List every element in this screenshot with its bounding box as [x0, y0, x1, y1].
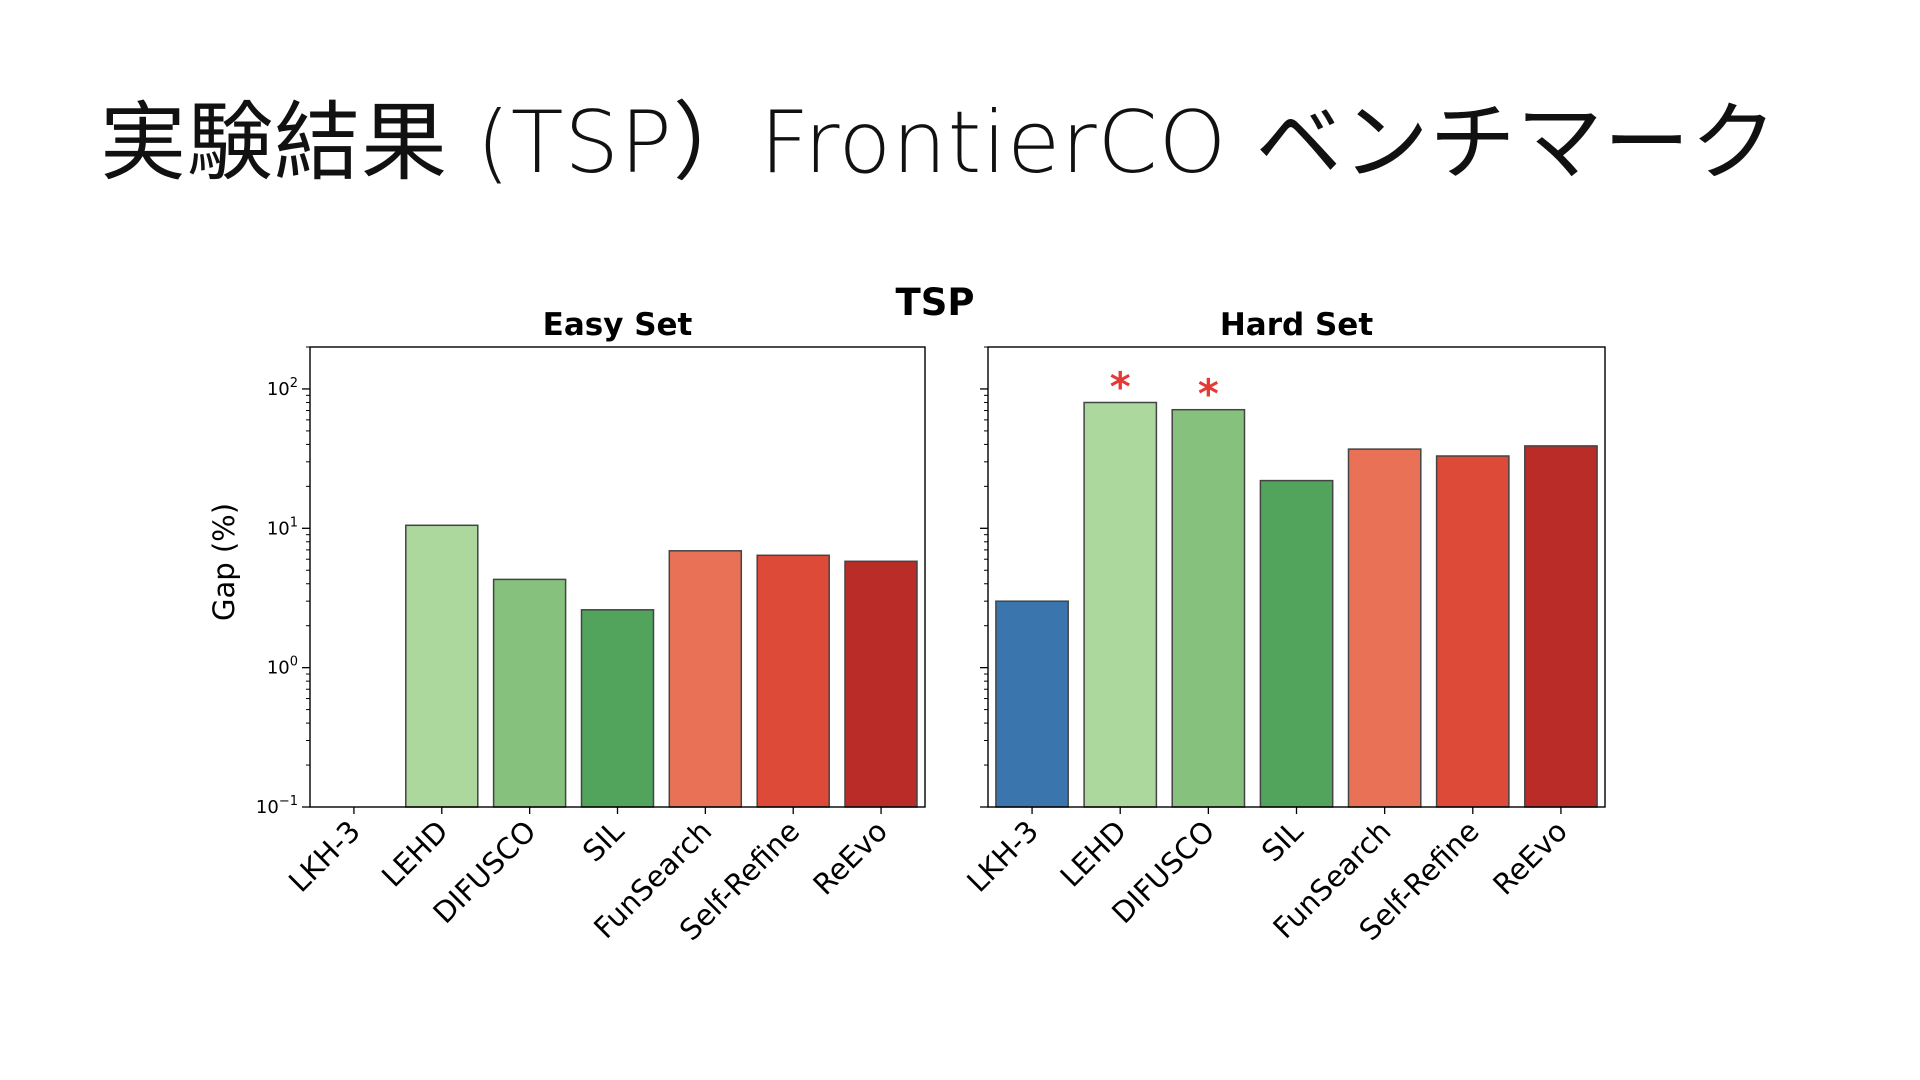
bar-self-refine [756, 554, 830, 808]
x-tick-label: LEHD [1054, 814, 1134, 894]
y-tick-label: 102 [267, 376, 298, 400]
slide-title: 実験結果 (TSP）FrontierCO ベンチマーク [100, 93, 1778, 193]
bar-difusco [492, 578, 567, 808]
x-tick-label: LKH-3 [282, 814, 367, 899]
y-tick-label: 100 [267, 655, 298, 679]
x-tick-label: LKH-3 [960, 814, 1045, 899]
bar-reevo [844, 560, 918, 808]
bar-lkh-3 [995, 600, 1069, 808]
x-tick-label: ReEvo [1486, 814, 1574, 902]
plot-frame [309, 346, 926, 808]
bar-reevo [1524, 445, 1598, 808]
x-tick-label: SIL [576, 814, 631, 869]
x-tick-label: ReEvo [806, 814, 894, 902]
bar-difusco [1171, 408, 1246, 808]
bar-funsearch [1347, 448, 1422, 808]
significance-marker: * [1110, 365, 1131, 411]
x-tick-label: LEHD [375, 814, 455, 894]
bar-sil [580, 609, 655, 808]
plot-frame [987, 346, 1606, 808]
bar-funsearch [668, 550, 743, 808]
significance-marker: * [1198, 372, 1219, 418]
y-axis-label: Gap (%) [207, 503, 241, 621]
y-tick-label: 101 [267, 515, 298, 539]
chart-title: TSP [895, 281, 974, 324]
bar-lehd [405, 524, 479, 808]
x-tick-label: SIL [1255, 814, 1310, 869]
panel-title: Hard Set [1220, 307, 1373, 343]
bar-sil [1259, 479, 1334, 808]
bar-lehd [1083, 401, 1158, 808]
y-tick-label: 10−1 [256, 794, 298, 818]
panel-title: Easy Set [543, 307, 693, 343]
bar-self-refine [1435, 455, 1510, 808]
